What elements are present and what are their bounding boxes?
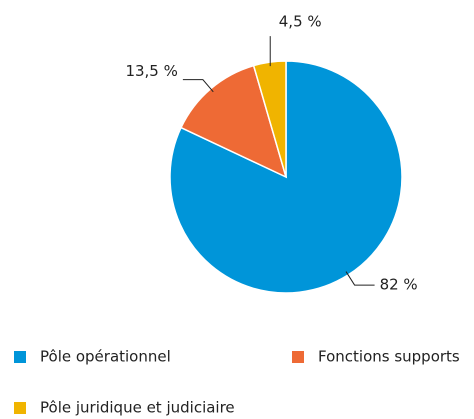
legend-label: Fonctions supports [318, 348, 460, 366]
leader-line [182, 79, 214, 93]
legend-swatch [14, 402, 26, 414]
leader-line [345, 271, 375, 286]
pie-slice [252, 60, 287, 178]
data-label: 4,5 % [279, 13, 322, 31]
data-label: 13,5 % [125, 62, 177, 80]
data-label: 82 % [380, 276, 418, 294]
legend-swatch [14, 351, 26, 363]
legend-label: Pôle juridique et judiciaire [40, 399, 235, 417]
legend-label: Pôle opérationnel [40, 348, 171, 366]
legend-swatch [292, 351, 304, 363]
